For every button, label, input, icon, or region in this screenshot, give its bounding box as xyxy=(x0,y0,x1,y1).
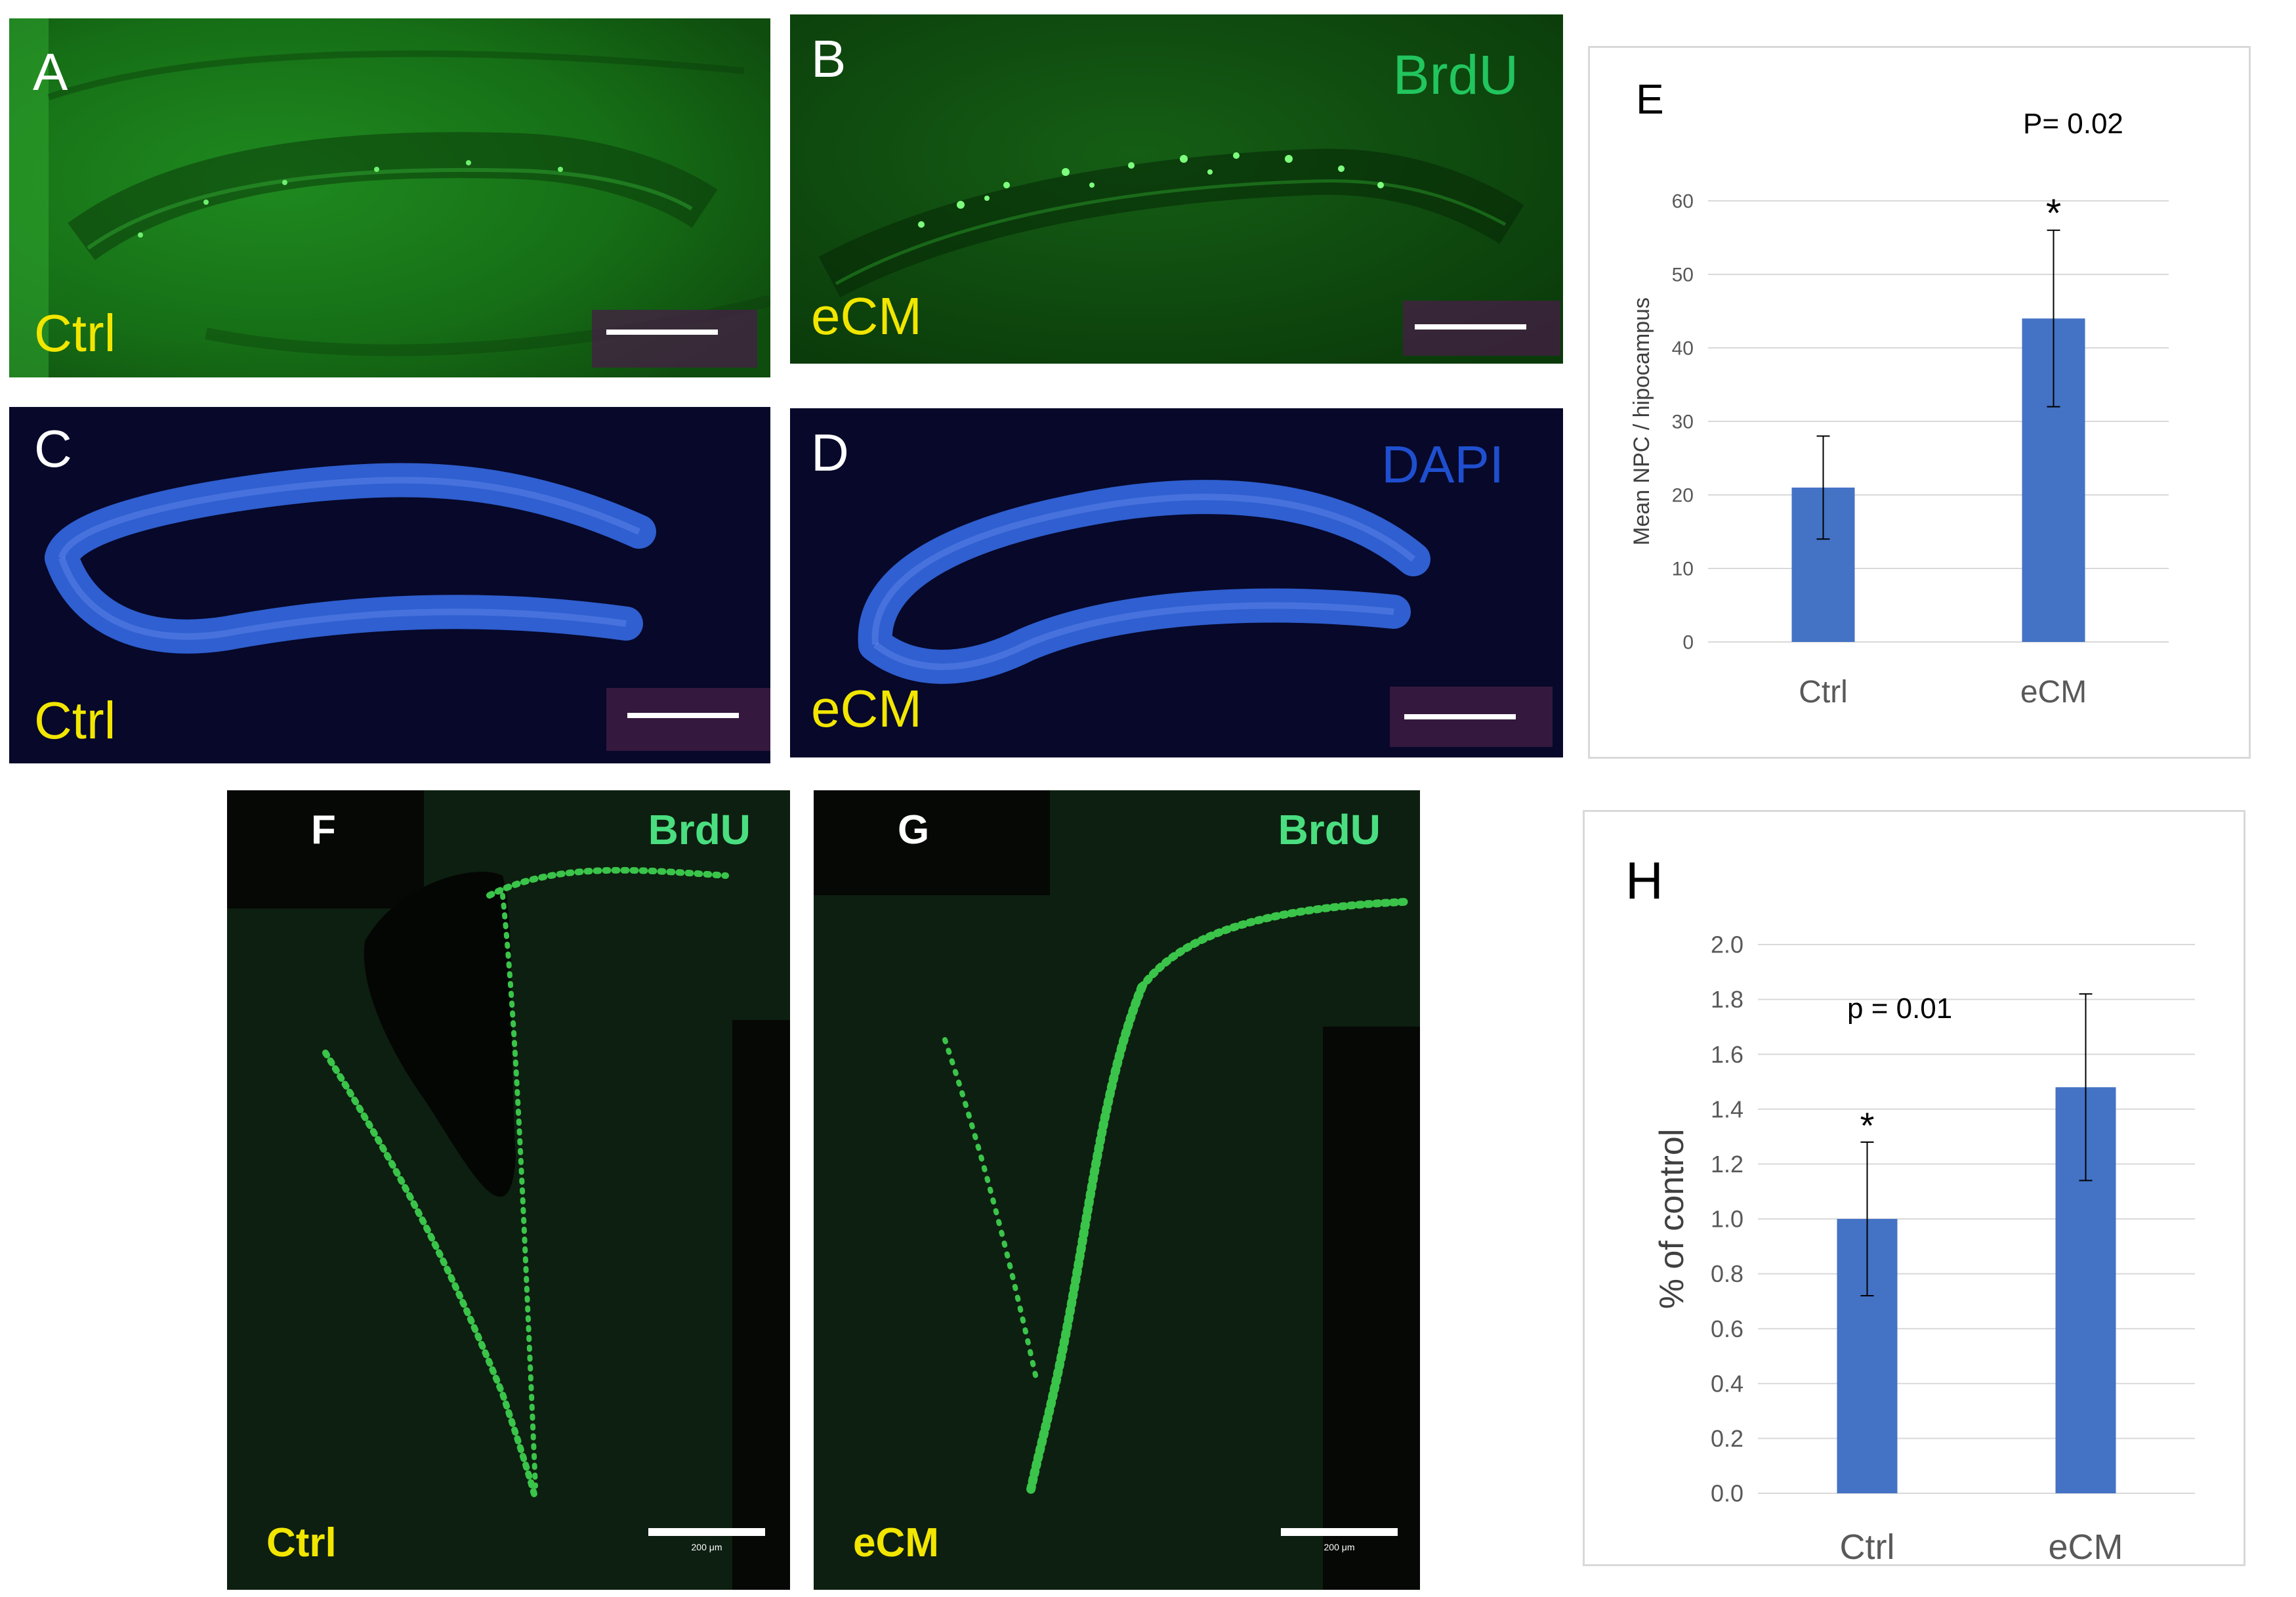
panel-c-dapi-ctrl: C Ctrl xyxy=(9,407,770,763)
chart-e-box: E 0 10 20 30 40 50 60 Mean NPC / hipocampus Ctrl… xyxy=(1588,46,2251,759)
x-category-label: Ctrl xyxy=(1799,675,1848,710)
cell-dot xyxy=(138,232,143,238)
cell-dot xyxy=(957,201,965,209)
micrograph-g xyxy=(814,790,1420,1590)
cell-dot xyxy=(984,196,990,201)
panel-letter-a: A xyxy=(33,43,68,101)
panel-b-brdu-ecm: B BrdU eCM xyxy=(790,14,1563,364)
y-tick-label: 0.6 xyxy=(1711,1315,1743,1342)
y-axis-label: % of control xyxy=(1653,1129,1691,1310)
cell-dot xyxy=(1377,182,1384,188)
panel-letter-c: C xyxy=(34,419,72,478)
cell-dot xyxy=(558,167,563,172)
group-label-c: Ctrl xyxy=(34,691,116,750)
x-category-label: eCM xyxy=(2020,675,2087,710)
y-tick-label: 30 xyxy=(1672,412,1694,433)
stain-label-f: BrdU xyxy=(648,806,751,853)
p-value-annotation: p = 0.01 xyxy=(1847,992,1952,1025)
panel-f-brdu-ctrl: F BrdU Ctrl 200 μm xyxy=(227,790,790,1590)
y-tick-label: 20 xyxy=(1672,485,1694,507)
micrograph-a xyxy=(9,18,770,377)
group-label-d: eCM xyxy=(811,679,922,738)
scale-bar-box-b xyxy=(1403,301,1560,356)
panel-letter-f: F xyxy=(311,807,336,853)
y-axis-label: Mean NPC / hipocampus xyxy=(1629,297,1654,545)
chart-e-letter: E xyxy=(1636,75,1664,123)
chart-e: E 0 10 20 30 40 50 60 Mean NPC / hipocampus Ctrl… xyxy=(1629,75,2169,710)
cell-dot xyxy=(1207,169,1213,175)
y-tick-label: 0.2 xyxy=(1711,1425,1743,1452)
panel-letter-b: B xyxy=(811,30,846,88)
scale-bar-f xyxy=(648,1528,765,1536)
scale-bar-c xyxy=(627,713,739,718)
cell-dot xyxy=(1062,168,1070,176)
micrograph-f xyxy=(227,790,790,1590)
stain-label-b: BrdU xyxy=(1392,44,1518,106)
panel-d-dapi-ecm: D DAPI eCM xyxy=(790,408,1563,757)
y-tick-label: 50 xyxy=(1672,265,1694,286)
cell-dot xyxy=(1089,182,1095,188)
scale-bar-a xyxy=(606,330,718,335)
scale-bar-box-c xyxy=(606,688,770,751)
panel-a-brdu-ctrl: A Ctrl xyxy=(9,18,770,377)
significance-mark: * xyxy=(1860,1105,1875,1146)
chart-h-box: H 0.0 0.2 0.4 0.6 0.8 1.0 1.2 1.4 1.6 1.8 2.0 % of … xyxy=(1583,810,2245,1567)
chart-h-letter: H xyxy=(1625,851,1663,910)
y-tick-label: 1.4 xyxy=(1711,1096,1743,1122)
cell-dot xyxy=(466,160,471,165)
x-category-label: Ctrl xyxy=(1840,1527,1895,1567)
group-label-a: Ctrl xyxy=(34,304,116,362)
panel-letter-d: D xyxy=(811,423,849,482)
cell-dot xyxy=(1003,182,1010,188)
y-tick-label: 1.8 xyxy=(1711,986,1743,1013)
p-value-annotation: P= 0.02 xyxy=(2023,108,2123,140)
group-label-f: Ctrl xyxy=(266,1520,337,1565)
significance-mark: * xyxy=(2046,191,2061,235)
y-tick-label: 0.0 xyxy=(1711,1480,1743,1507)
scale-bar-d xyxy=(1404,714,1516,719)
scale-label-g: 200 μm xyxy=(1324,1542,1355,1552)
scale-bar-b xyxy=(1415,324,1526,330)
panel-g-brdu-ecm: G BrdU eCM 200 μm xyxy=(814,790,1420,1590)
y-tick-label: 0.4 xyxy=(1711,1370,1743,1397)
panel-letter-g: G xyxy=(898,807,930,853)
cell-dot xyxy=(918,221,925,228)
cell-dot xyxy=(1128,162,1135,169)
cell-dot xyxy=(1180,155,1188,163)
cell-dot xyxy=(282,180,287,185)
y-tick-label: 1.0 xyxy=(1711,1206,1743,1233)
y-tick-label: 0 xyxy=(1682,632,1694,654)
y-tick-label: 60 xyxy=(1672,191,1694,213)
chart-h: H 0.0 0.2 0.4 0.6 0.8 1.0 1.2 1.4 1.6 1.8 2.0 % of … xyxy=(1625,851,2195,1567)
y-tick-label: 40 xyxy=(1672,338,1694,360)
y-tick-label: 1.6 xyxy=(1711,1041,1743,1068)
y-tick-label: 0.8 xyxy=(1711,1260,1743,1287)
stain-label-g: BrdU xyxy=(1278,806,1381,853)
x-category-label: eCM xyxy=(2048,1527,2123,1567)
group-label-b: eCM xyxy=(811,287,922,345)
y-tick-label: 10 xyxy=(1672,559,1694,580)
stain-label-d: DAPI xyxy=(1381,435,1504,494)
scale-label-f: 200 μm xyxy=(691,1542,722,1552)
scale-bar-box-d xyxy=(1390,687,1553,747)
cell-dot xyxy=(1233,152,1240,159)
cell-dot xyxy=(1285,155,1293,163)
scale-bar-g-main-bar xyxy=(1281,1528,1398,1536)
cell-dot xyxy=(1338,165,1345,172)
y-tick-label: 1.2 xyxy=(1711,1151,1743,1178)
group-label-g: eCM xyxy=(853,1520,939,1565)
scale-bar-box-a xyxy=(592,310,757,368)
cell-dot xyxy=(374,167,379,172)
cell-dot xyxy=(203,200,209,205)
y-tick-label: 2.0 xyxy=(1711,931,1743,958)
